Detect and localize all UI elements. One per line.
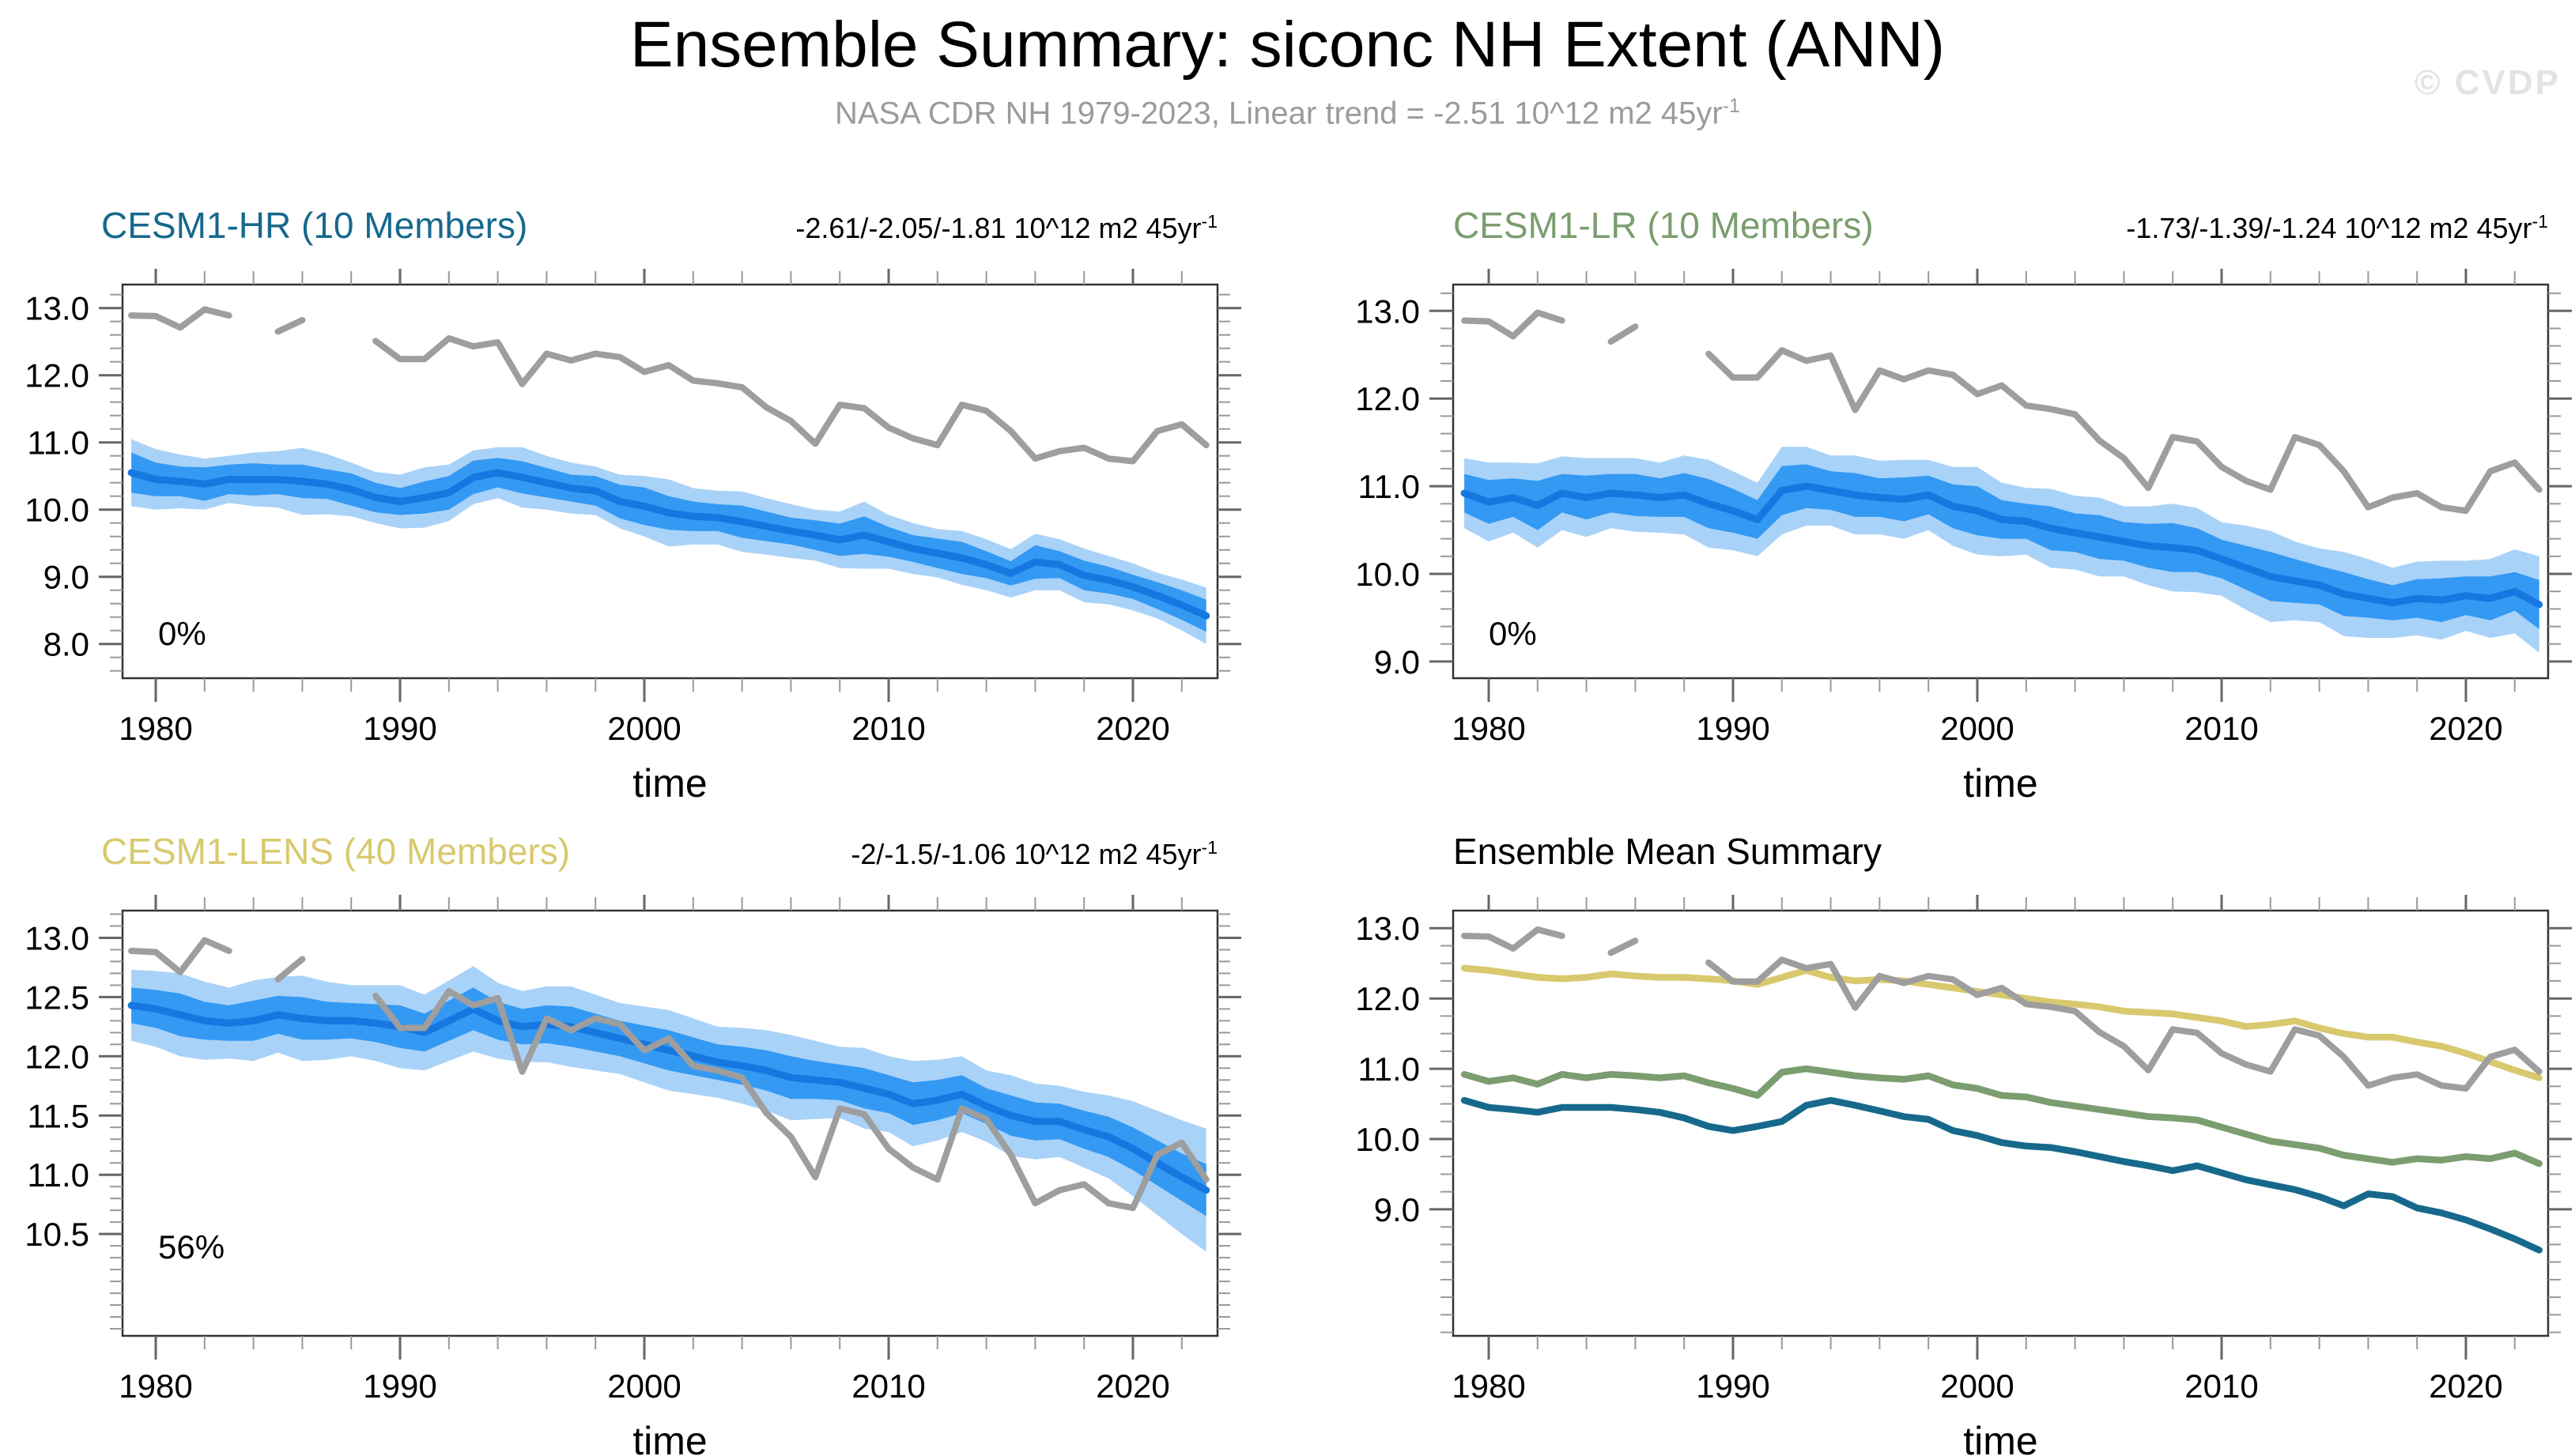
page-title: Ensemble Summary: siconc NH Extent (ANN) — [629, 9, 1946, 81]
page-subtitle: NASA CDR NH 1979-2023, Linear trend = -2… — [0, 95, 2575, 131]
trend-text: -2/-1.5/-1.06 10^12 m2 45yr — [851, 838, 1202, 870]
trend-superscript: -1 — [1201, 211, 1218, 232]
svg-text:13.0: 13.0 — [1355, 292, 1420, 330]
svg-text:1990: 1990 — [1696, 1367, 1769, 1405]
svg-text:time: time — [1963, 761, 2037, 805]
annotation-overlap-pct-lens: 56% — [158, 1228, 225, 1266]
svg-text:11.5: 11.5 — [27, 1097, 89, 1134]
panel-cesm1-hr: CESM1-HR (10 Members) -2.61/-2.05/-1.81 … — [0, 198, 1289, 824]
svg-text:2010: 2010 — [851, 710, 925, 747]
panel-ensemble-mean-summary: Ensemble Mean Summary 13.0 12.0 11.0 10.0 9.… — [1286, 824, 2575, 1456]
svg-text:1990: 1990 — [1696, 710, 1769, 747]
svg-text:2020: 2020 — [2429, 1367, 2502, 1405]
svg-text:2000: 2000 — [1940, 710, 2014, 747]
panel-trend-hr: -2.61/-2.05/-1.81 10^12 m2 45yr-1 — [795, 211, 1218, 245]
svg-text:10.0: 10.0 — [1355, 556, 1420, 593]
svg-text:time: time — [632, 761, 707, 805]
subtitle-text: NASA CDR NH 1979-2023, Linear trend = -2… — [835, 96, 1723, 131]
panel-title-lens: CESM1-LENS (40 Members) — [101, 831, 571, 872]
svg-text:2010: 2010 — [2184, 1367, 2258, 1405]
svg-text:12.0: 12.0 — [25, 357, 89, 394]
panel-title-lr: CESM1-LR (10 Members) — [1453, 205, 1874, 246]
panel-trend-lens: -2/-1.5/-1.06 10^12 m2 45yr-1 — [851, 837, 1218, 871]
svg-text:10.0: 10.0 — [1355, 1121, 1420, 1158]
svg-text:12.5: 12.5 — [25, 979, 89, 1016]
svg-text:12.0: 12.0 — [1355, 980, 1420, 1017]
panel-head-lr: CESM1-LR (10 Members) -1.73/-1.39/-1.24 … — [1453, 204, 2548, 247]
chart-cesm1-hr: 13.0 12.0 11.0 10.0 9.0 8.0 1980 1990 2000 2010 20… — [25, 269, 1241, 805]
panel-trend-lr: -1.73/-1.39/-1.24 10^12 m2 45yr-1 — [2126, 211, 2548, 245]
svg-text:time: time — [632, 1419, 707, 1456]
svg-text:1990: 1990 — [363, 1367, 436, 1405]
svg-text:2020: 2020 — [2429, 710, 2502, 747]
svg-text:10.0: 10.0 — [25, 492, 89, 529]
svg-text:2010: 2010 — [2184, 710, 2258, 747]
svg-text:9.0: 9.0 — [1374, 643, 1420, 681]
panel-cesm1-lr: CESM1-LR (10 Members) -1.73/-1.39/-1.24 … — [1286, 198, 2575, 824]
trend-text: -2.61/-2.05/-1.81 10^12 m2 45yr — [795, 212, 1202, 244]
svg-text:2020: 2020 — [1096, 710, 1169, 747]
panel-head-hr: CESM1-HR (10 Members) -2.61/-2.05/-1.81 … — [101, 204, 1218, 247]
svg-text:10.5: 10.5 — [25, 1216, 89, 1253]
svg-text:2020: 2020 — [1096, 1367, 1169, 1405]
svg-text:9.0: 9.0 — [1374, 1191, 1420, 1228]
svg-text:12.0: 12.0 — [1355, 380, 1420, 417]
annotation-overlap-pct-lr: 0% — [1489, 615, 1537, 652]
svg-text:2000: 2000 — [607, 710, 681, 747]
svg-text:11.0: 11.0 — [27, 424, 89, 462]
subtitle-superscript: -1 — [1722, 95, 1740, 117]
svg-text:1980: 1980 — [1452, 710, 1525, 747]
svg-text:1990: 1990 — [363, 710, 436, 747]
chart-ensemble-mean-summary: 13.0 12.0 11.0 10.0 9.0 1980 1990 2000 2010 2020 t… — [1355, 895, 2572, 1456]
svg-text:2000: 2000 — [1940, 1367, 2014, 1405]
svg-text:11.0: 11.0 — [27, 1156, 89, 1194]
svg-text:11.0: 11.0 — [1357, 468, 1420, 505]
svg-text:2010: 2010 — [851, 1367, 925, 1405]
svg-text:8.0: 8.0 — [43, 626, 89, 663]
chart-cesm1-lr: 13.0 12.0 11.0 10.0 9.0 1980 1990 2000 2010 2020 t… — [1355, 269, 2572, 805]
panel-head-lens: CESM1-LENS (40 Members) -2/-1.5/-1.06 10… — [101, 830, 1218, 873]
trend-text: -1.73/-1.39/-1.24 10^12 m2 45yr — [2126, 212, 2532, 244]
svg-text:13.0: 13.0 — [25, 290, 89, 327]
svg-text:13.0: 13.0 — [25, 920, 89, 957]
svg-text:11.0: 11.0 — [1357, 1051, 1420, 1088]
svg-text:12.0: 12.0 — [25, 1038, 89, 1075]
svg-text:9.0: 9.0 — [43, 559, 89, 596]
annotation-overlap-pct-hr: 0% — [158, 615, 206, 652]
svg-text:1980: 1980 — [1452, 1367, 1525, 1405]
trend-superscript: -1 — [1201, 837, 1218, 858]
svg-text:1980: 1980 — [119, 1367, 192, 1405]
svg-text:13.0: 13.0 — [1355, 910, 1420, 947]
panel-title-summary: Ensemble Mean Summary — [1453, 831, 1882, 872]
trend-superscript: -1 — [2532, 211, 2548, 232]
panel-head-summary: Ensemble Mean Summary — [1453, 830, 2548, 873]
panel-title-hr: CESM1-HR (10 Members) — [101, 205, 528, 246]
svg-text:1980: 1980 — [119, 710, 192, 747]
chart-cesm1-lens: 13.0 12.5 12.0 11.5 11.0 10.5 1980 1990 2000 2010… — [25, 895, 1241, 1456]
cvdp-watermark: © CVDP — [2415, 63, 2561, 102]
panel-cesm1-lens: CESM1-LENS (40 Members) -2/-1.5/-1.06 10… — [0, 824, 1289, 1456]
svg-text:2000: 2000 — [607, 1367, 681, 1405]
svg-text:time: time — [1963, 1419, 2037, 1456]
